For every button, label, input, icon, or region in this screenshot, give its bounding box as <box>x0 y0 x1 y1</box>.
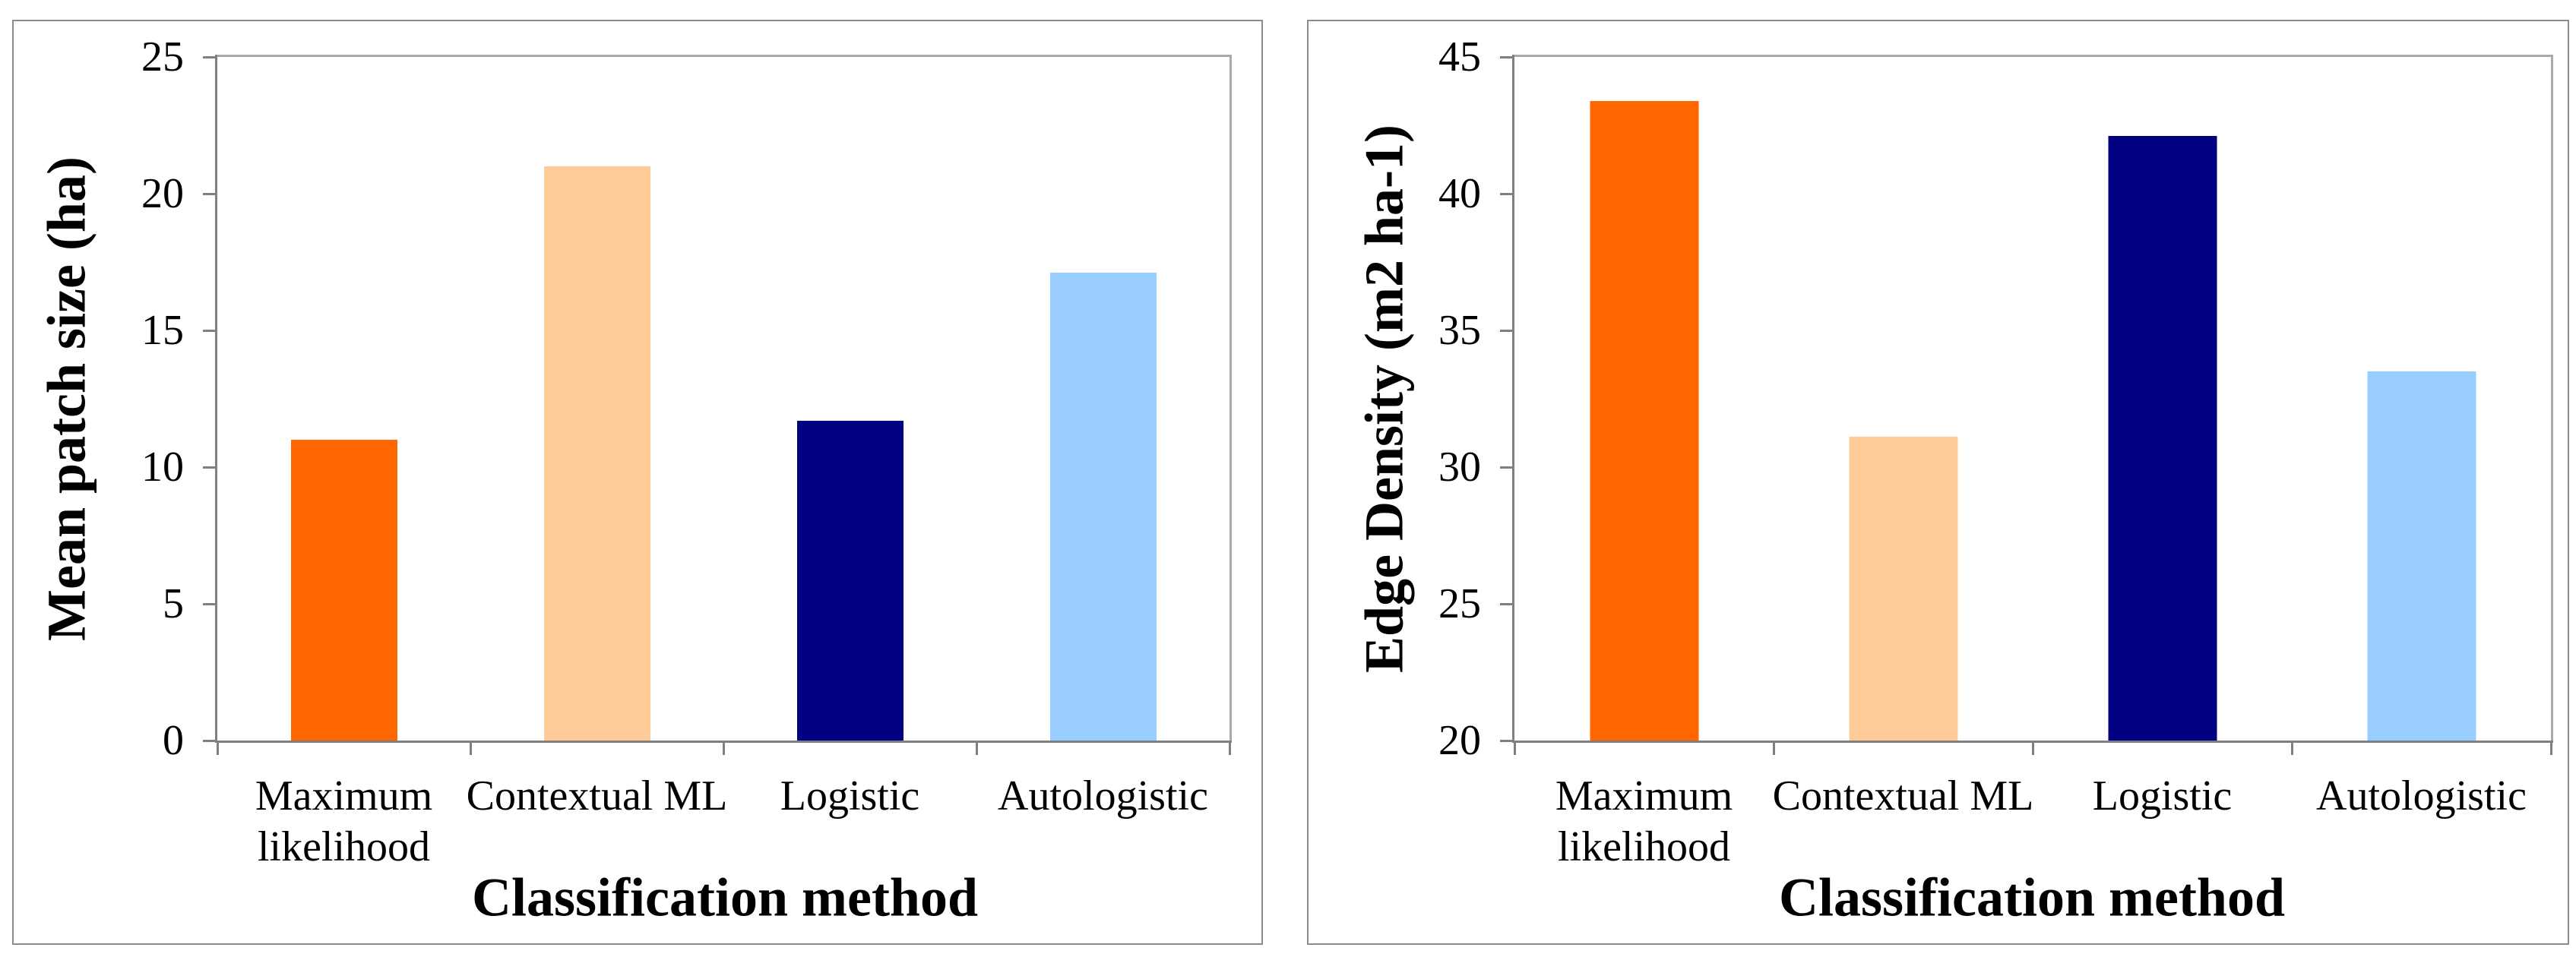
plot-border-top <box>1512 55 2553 57</box>
y-tick-mark <box>203 602 215 605</box>
y-tick-mark <box>203 739 215 742</box>
bar-4 <box>2367 371 2476 741</box>
y-tick-mark <box>1500 192 1512 195</box>
y-tick-label: 5 <box>163 580 184 627</box>
category-label: Autologistic <box>998 772 1208 820</box>
y-tick-mark <box>203 192 215 195</box>
category-label: Contextual ML <box>466 772 728 820</box>
x-tick-mark <box>1228 743 1231 755</box>
y-tick-label: 45 <box>1438 33 1481 81</box>
x-tick-mark <box>1513 743 1516 755</box>
x-tick-mark <box>1772 743 1775 755</box>
plot-area: 20 25 30 35 40 45 Maximum likelihood Contextual… <box>1438 36 2553 870</box>
y-axis-title: Mean patch size (ha) <box>36 156 97 641</box>
category-label: Autologistic <box>2316 772 2527 820</box>
y-tick-mark <box>1500 55 1512 58</box>
x-axis-line <box>215 741 1232 743</box>
y-axis-title: Edge Density (m2 ha-1) <box>1353 125 1415 673</box>
bar-1 <box>1590 101 1698 741</box>
y-tick-label: 0 <box>163 717 184 764</box>
y-tick-label: 25 <box>141 33 184 81</box>
y-tick-mark <box>1500 466 1512 469</box>
y-axis-line <box>215 55 217 743</box>
y-tick-mark <box>203 55 215 58</box>
bar-2 <box>1849 437 1957 741</box>
y-tick-label: 30 <box>1438 444 1481 491</box>
bar-3 <box>2108 136 2217 741</box>
x-tick-mark <box>2290 743 2293 755</box>
y-tick-label: 20 <box>1438 717 1481 764</box>
y-tick-mark <box>1500 329 1512 332</box>
category-label: Logistic <box>2092 772 2233 820</box>
plot-area: 0 5 10 15 20 25 Maximum likelihood Contextual M… <box>141 36 1232 870</box>
category-label: Maximum likelihood <box>255 772 433 870</box>
bar-1 <box>290 440 397 741</box>
y-tick-label: 10 <box>141 444 184 491</box>
chart-panel-edge-density: Edge Density (m2 ha-1) 20 25 30 35 40 45 Maxim… <box>1307 20 2569 945</box>
y-tick-label: 25 <box>1438 580 1481 627</box>
y-axis-line <box>1512 55 1514 743</box>
bar-3 <box>796 421 903 741</box>
y-tick-label: 15 <box>141 307 184 354</box>
category-label: Logistic <box>780 772 920 820</box>
chart-panel-mean-patch-size: Mean patch size (ha) 0 5 10 15 20 25 Maximum l… <box>12 20 1263 945</box>
x-axis-title: Classification method <box>1779 867 2285 928</box>
x-tick-mark <box>2549 743 2552 755</box>
x-tick-mark <box>2031 743 2034 755</box>
x-tick-mark <box>975 743 978 755</box>
x-tick-mark <box>216 743 219 755</box>
plot-border-top <box>215 55 1232 57</box>
y-tick-label: 40 <box>1438 170 1481 217</box>
bar-2 <box>543 166 650 741</box>
plot-border-right <box>1229 55 1232 741</box>
y-tick-label: 35 <box>1438 307 1481 354</box>
y-tick-mark <box>1500 739 1512 742</box>
plot-border-right <box>2551 55 2553 741</box>
y-tick-label: 20 <box>141 170 184 217</box>
x-tick-mark <box>469 743 472 755</box>
bar-4 <box>1049 273 1157 741</box>
x-tick-mark <box>722 743 725 755</box>
y-tick-mark <box>203 329 215 332</box>
y-tick-mark <box>203 466 215 469</box>
category-label: Contextual ML <box>1772 772 2034 820</box>
y-tick-mark <box>1500 602 1512 605</box>
category-label: Maximum likelihood <box>1555 772 1733 870</box>
x-axis-title: Classification method <box>472 867 978 928</box>
x-axis-line <box>1512 741 2553 743</box>
